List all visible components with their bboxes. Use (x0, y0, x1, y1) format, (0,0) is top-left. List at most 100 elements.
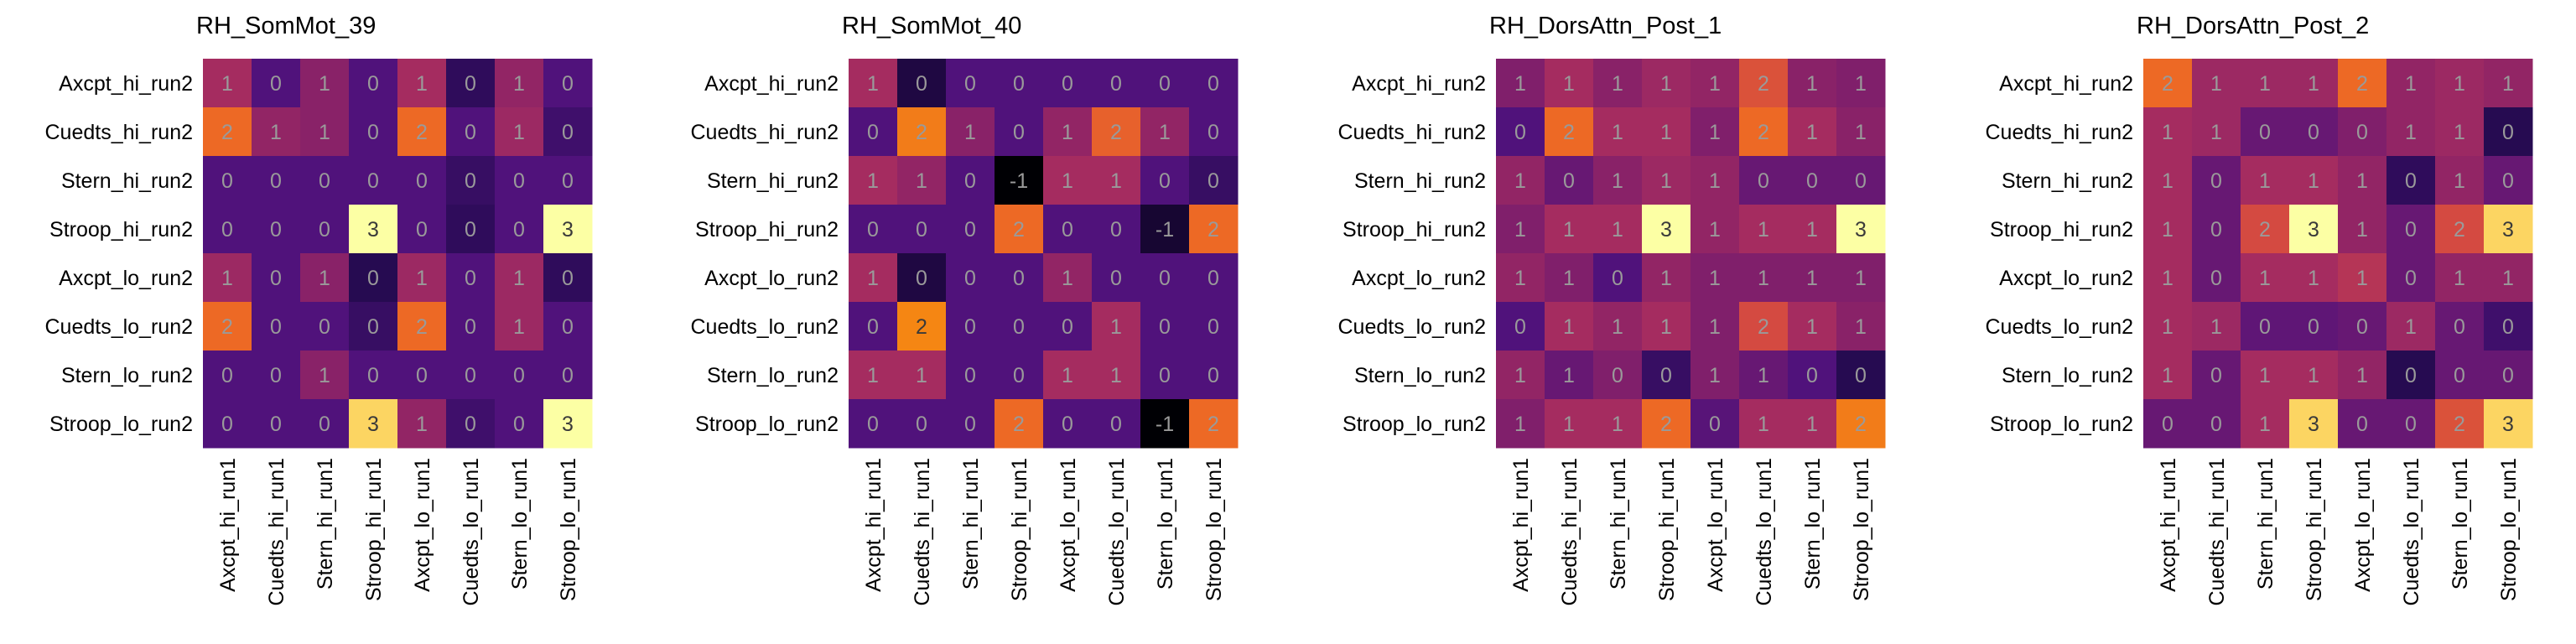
cell-value-label: 1 (1855, 121, 1867, 144)
heatmap-cell (1788, 59, 1837, 108)
x-tick-label: Stern_lo_run1 (508, 458, 532, 589)
heatmap-cell (397, 107, 447, 157)
cell-value-label: 1 (319, 121, 330, 144)
cell-value-label: 1 (867, 169, 879, 193)
heatmap-cell (849, 59, 898, 108)
cell-value-label: 1 (1563, 315, 1575, 339)
cell-value-label: 2 (1758, 72, 1769, 96)
heatmap-cell (1836, 253, 1886, 303)
heatmap-cell (1043, 399, 1093, 449)
heatmap-cell (2192, 253, 2241, 303)
cell-value-label: 0 (2210, 364, 2222, 387)
cell-value-label: 0 (2162, 413, 2174, 436)
heatmap-cell (2338, 351, 2387, 400)
cell-value-label: 1 (1709, 267, 1721, 290)
cell-value-label: 1 (2162, 121, 2174, 144)
cell-value-label: 0 (964, 169, 976, 193)
cell-value-label: 1 (1806, 413, 1818, 436)
heatmap-cell (446, 253, 496, 303)
cell-value-label: 0 (2405, 267, 2417, 290)
heatmap-cell (2143, 107, 2193, 157)
cell-value-label: 0 (513, 413, 525, 436)
cell-value-label: 1 (1660, 267, 1672, 290)
heatmap-cell (397, 205, 447, 254)
cell-value-label: 1 (1709, 315, 1721, 339)
panel-title: RH_SomMot_39 (196, 13, 376, 39)
heatmap-cell (1642, 302, 1691, 351)
cell-value-label: 0 (1159, 169, 1171, 193)
cell-value-label: 1 (2210, 72, 2222, 96)
cell-value-label: 0 (1660, 364, 1672, 387)
heatmap-cell (1690, 156, 1740, 205)
heatmap-cell (252, 59, 301, 108)
cell-value-label: 1 (1612, 72, 1623, 96)
cell-value-label: 1 (867, 364, 879, 387)
cell-value-label: 0 (1758, 169, 1769, 193)
heatmap-cell (2289, 253, 2339, 303)
heatmap-cell (203, 351, 252, 400)
heatmap-cell (2386, 205, 2436, 254)
heatmap-cell (1836, 205, 1886, 254)
y-tick-label: Cuedts_hi_run2 (1985, 121, 2133, 144)
heatmap-cell (1140, 302, 1190, 351)
cell-value-label: 1 (1709, 121, 1721, 144)
y-tick-label: Stern_hi_run2 (2002, 169, 2133, 193)
cell-value-label: 0 (270, 413, 282, 436)
heatmap-cell (203, 205, 252, 254)
y-tick-label: Axcpt_lo_run2 (59, 267, 193, 290)
cell-value-label: 1 (2210, 315, 2222, 339)
heatmap-cell (1043, 351, 1093, 400)
cell-value-label: 2 (416, 315, 428, 339)
cell-value-label: 1 (916, 169, 927, 193)
heatmap-cell (300, 351, 350, 400)
heatmap-cell (946, 302, 995, 351)
heatmap-cell (349, 156, 398, 205)
x-tick-label: Stroop_hi_run1 (2303, 458, 2326, 601)
heatmap-cell (397, 302, 447, 351)
cell-value-label: 0 (465, 72, 476, 96)
cell-value-label: 0 (916, 267, 927, 290)
heatmap-cell (203, 399, 252, 449)
heatmap-cell (2435, 107, 2485, 157)
cell-value-label: 0 (1208, 169, 1219, 193)
heatmap-cell (2143, 399, 2193, 449)
cell-value-label: 0 (1208, 121, 1219, 144)
cell-value-label: 1 (2308, 364, 2319, 387)
cell-value-label: 0 (270, 267, 282, 290)
heatmap-cell (1140, 253, 1190, 303)
cell-value-label: 3 (367, 218, 379, 242)
cell-value-label: 1 (416, 267, 428, 290)
cell-value-label: 0 (2259, 315, 2271, 339)
cell-value-label: 2 (1758, 121, 1769, 144)
heatmap-cell (252, 253, 301, 303)
heatmap-cell (1140, 351, 1190, 400)
heatmap-cell (349, 205, 398, 254)
heatmap-cell (1593, 351, 1643, 400)
cell-value-label: 0 (1612, 267, 1623, 290)
y-tick-label: Cuedts_hi_run2 (690, 121, 839, 144)
cell-value-label: 1 (867, 267, 879, 290)
y-tick-label: Stroop_lo_run2 (1343, 413, 1486, 436)
heatmap-cell (1642, 156, 1691, 205)
cell-value-label: 0 (916, 218, 927, 242)
heatmap-cell (1496, 302, 1545, 351)
heatmap-cell (2192, 107, 2241, 157)
cell-value-label: 0 (2210, 169, 2222, 193)
cell-value-label: 1 (1563, 364, 1575, 387)
heatmap-cell (1690, 302, 1740, 351)
heatmap-cell (849, 253, 898, 303)
heatmap-cell (252, 107, 301, 157)
cell-value-label: 1 (1806, 72, 1818, 96)
heatmap-cell (2338, 399, 2387, 449)
cell-value-label: 1 (2454, 267, 2465, 290)
x-tick-label: Axcpt_lo_run1 (411, 458, 434, 592)
cell-value-label: 1 (2356, 364, 2368, 387)
cell-value-label: 1 (1514, 72, 1526, 96)
cell-value-label: 0 (2308, 121, 2319, 144)
heatmap-cell (1043, 156, 1093, 205)
cell-value-label: 0 (1563, 169, 1575, 193)
cell-value-label: 0 (319, 218, 330, 242)
cell-value-label: 0 (367, 169, 379, 193)
cell-value-label: 0 (1514, 121, 1526, 144)
x-tick-label: Cuedts_hi_run1 (911, 458, 934, 606)
